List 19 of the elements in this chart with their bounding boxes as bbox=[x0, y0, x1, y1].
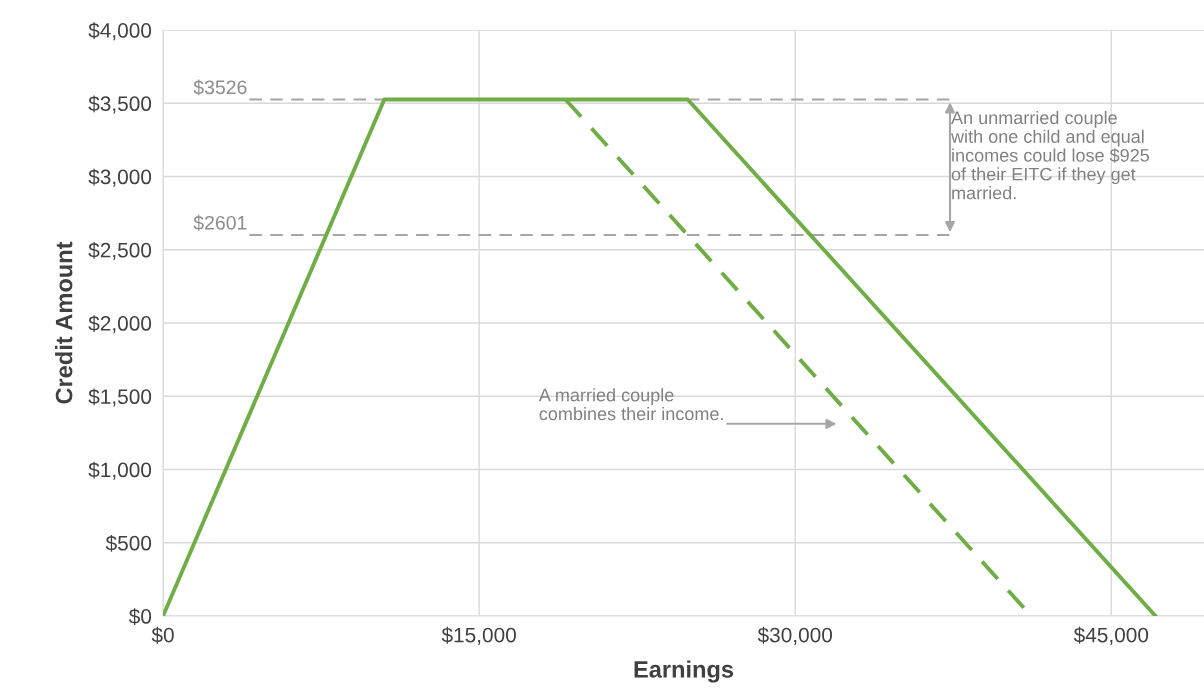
x-tick-label: $30,000 bbox=[757, 626, 833, 645]
y-tick-label: $500 bbox=[105, 534, 152, 552]
x-tick-label: $45,000 bbox=[1073, 626, 1149, 645]
y-tick-label: $2,000 bbox=[88, 315, 152, 334]
y-tick-label: $3,000 bbox=[88, 168, 152, 187]
ref-line-label: $2601 bbox=[193, 215, 247, 231]
y-axis-title: Credit Amount bbox=[55, 241, 73, 404]
y-tick-label: $1,000 bbox=[88, 461, 152, 480]
x-tick-label: $0 bbox=[151, 626, 174, 644]
x-tick-label: $15,000 bbox=[441, 626, 516, 645]
y-tick-label: $1,500 bbox=[88, 388, 152, 407]
y-tick-label: $3,500 bbox=[88, 95, 152, 114]
y-tick-label: $0 bbox=[128, 608, 152, 626]
annotation: An unmarried couple with one child and equal incomes could lose $925 of their EITC if they get married. bbox=[951, 110, 1150, 200]
y-tick-label: $4,000 bbox=[88, 22, 152, 41]
x-axis-title: Earnings bbox=[634, 660, 734, 683]
y-tick-label: $2,500 bbox=[88, 241, 152, 260]
annotation: A married couple combines their income. bbox=[538, 388, 723, 421]
ref-line-label: $3526 bbox=[193, 79, 247, 96]
